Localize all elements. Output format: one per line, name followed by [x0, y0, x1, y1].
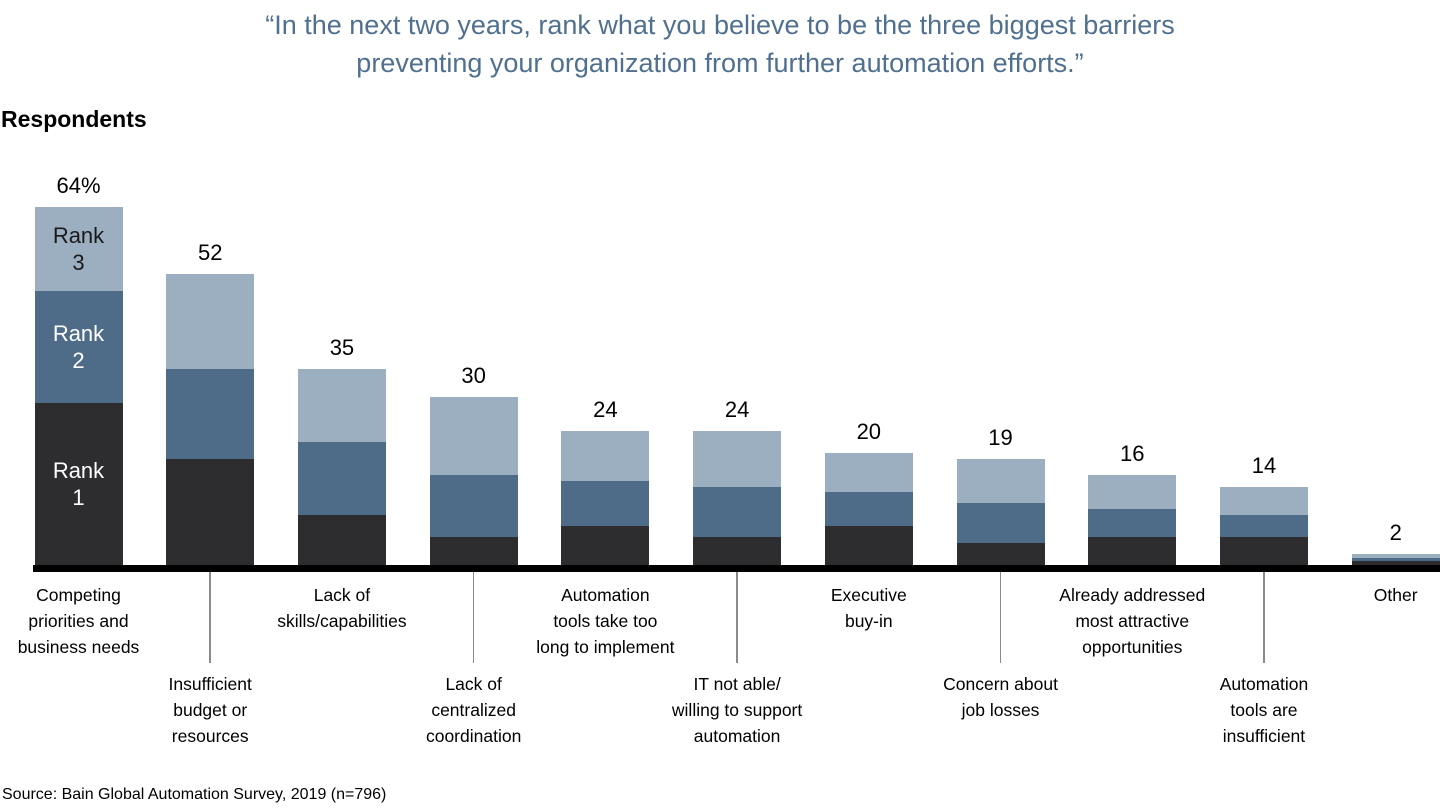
- bar-value-label: 19: [988, 424, 1013, 450]
- rank2-segment: [561, 480, 650, 526]
- rank3-segment: [1219, 486, 1308, 515]
- bar-value-label: 14: [1251, 452, 1277, 478]
- rank1-segment: Rank 1: [34, 402, 123, 565]
- bar-3: [297, 369, 386, 565]
- category-label: IT not able/ willing to support automati…: [671, 674, 803, 746]
- axis-tick: [999, 572, 1002, 663]
- rank3-segment: [166, 273, 255, 369]
- rank2-segment: Rank 2: [34, 290, 123, 403]
- rank3-segment: [1351, 553, 1440, 559]
- bar-value-label: 20: [856, 419, 882, 444]
- axis-tick: [209, 572, 211, 663]
- rank1-segment: [561, 525, 650, 565]
- bar-value-label: 24: [593, 396, 618, 422]
- rank2-segment: [166, 368, 255, 459]
- category-label: Executive buy-in: [830, 585, 907, 631]
- bar-4: [429, 397, 518, 565]
- bar-value-label: 2: [1389, 519, 1402, 545]
- rank3-segment: [429, 397, 518, 476]
- bar-9: [1088, 475, 1177, 565]
- legend-rank-1: Rank 1: [52, 457, 105, 510]
- rank3-segment: [956, 458, 1045, 504]
- rank3-segment: Rank 3: [34, 206, 123, 291]
- chart-title-line2: preventing your organization from furthe…: [356, 48, 1084, 78]
- bar-value-label: 16: [1120, 441, 1145, 467]
- bar-10: [1219, 486, 1308, 565]
- rank2-segment: [1088, 508, 1177, 537]
- bar-1: Rank 3 Rank 2 Rank 1: [34, 206, 123, 565]
- bar-value-label: 35: [329, 335, 355, 360]
- category-label: Automation tools take too long to implem…: [536, 585, 675, 657]
- category-label: Competing priorities and business needs: [17, 585, 140, 657]
- source-note: Source: Bain Global Automation Survey, 2…: [2, 786, 387, 803]
- legend-rank-3: Rank 3: [52, 222, 105, 275]
- rank2-segment: [824, 492, 913, 526]
- rank1-segment: [297, 514, 386, 565]
- bar-value-label: 24: [724, 396, 750, 422]
- category-label: Already addressed most attractive opport…: [1059, 585, 1206, 657]
- rank1-segment: [429, 536, 518, 565]
- bar-5: [561, 430, 650, 565]
- category-label: Lack of skills/capabilities: [277, 585, 407, 631]
- rank1-segment: [824, 525, 913, 565]
- rank2-segment: [429, 475, 518, 537]
- rank3-segment: [693, 430, 782, 487]
- rank1-segment: [956, 542, 1045, 565]
- rank2-segment: [1351, 558, 1440, 561]
- legend-rank-2: Rank 2: [52, 320, 105, 373]
- rank2-segment: [297, 441, 386, 515]
- bar-value-label: 52: [197, 239, 223, 265]
- rank2-segment: [956, 503, 1045, 543]
- category-label: Insufficient budget or resources: [168, 674, 252, 746]
- bar-8: [956, 458, 1045, 565]
- x-axis-line: [33, 565, 1440, 572]
- rank2-segment: [1219, 514, 1308, 537]
- bar-7: [824, 453, 913, 565]
- axis-tick: [1263, 572, 1265, 663]
- category-label: Lack of centralized coordination: [425, 674, 522, 746]
- category-label: Other: [1373, 585, 1418, 605]
- bar-2: [166, 273, 255, 565]
- y-axis-title: Respondents: [1, 106, 147, 132]
- chart-title: “In the next two years, rank what you be…: [0, 6, 1440, 82]
- bar-value-label: 30: [461, 363, 486, 388]
- rank1-segment: [166, 458, 255, 565]
- rank3-segment: [561, 430, 650, 481]
- rank1-segment: [693, 536, 782, 565]
- rank3-segment: [297, 369, 386, 442]
- rank1-segment: [1351, 560, 1440, 565]
- category-label: Automation tools are insufficient: [1219, 674, 1309, 746]
- chart-title-line1: “In the next two years, rank what you be…: [265, 10, 1175, 40]
- axis-tick: [736, 572, 738, 663]
- bar-11: [1351, 553, 1440, 565]
- rank2-segment: [693, 486, 782, 537]
- axis-tick: [472, 572, 475, 663]
- category-label: Concern about job losses: [943, 674, 1058, 720]
- rank3-segment: [824, 453, 913, 493]
- rank1-segment: [1219, 536, 1308, 565]
- rank3-segment: [1088, 475, 1177, 509]
- rank1-segment: [1088, 536, 1177, 565]
- bar-6: [693, 430, 782, 565]
- bar-value-label: 64%: [56, 172, 101, 198]
